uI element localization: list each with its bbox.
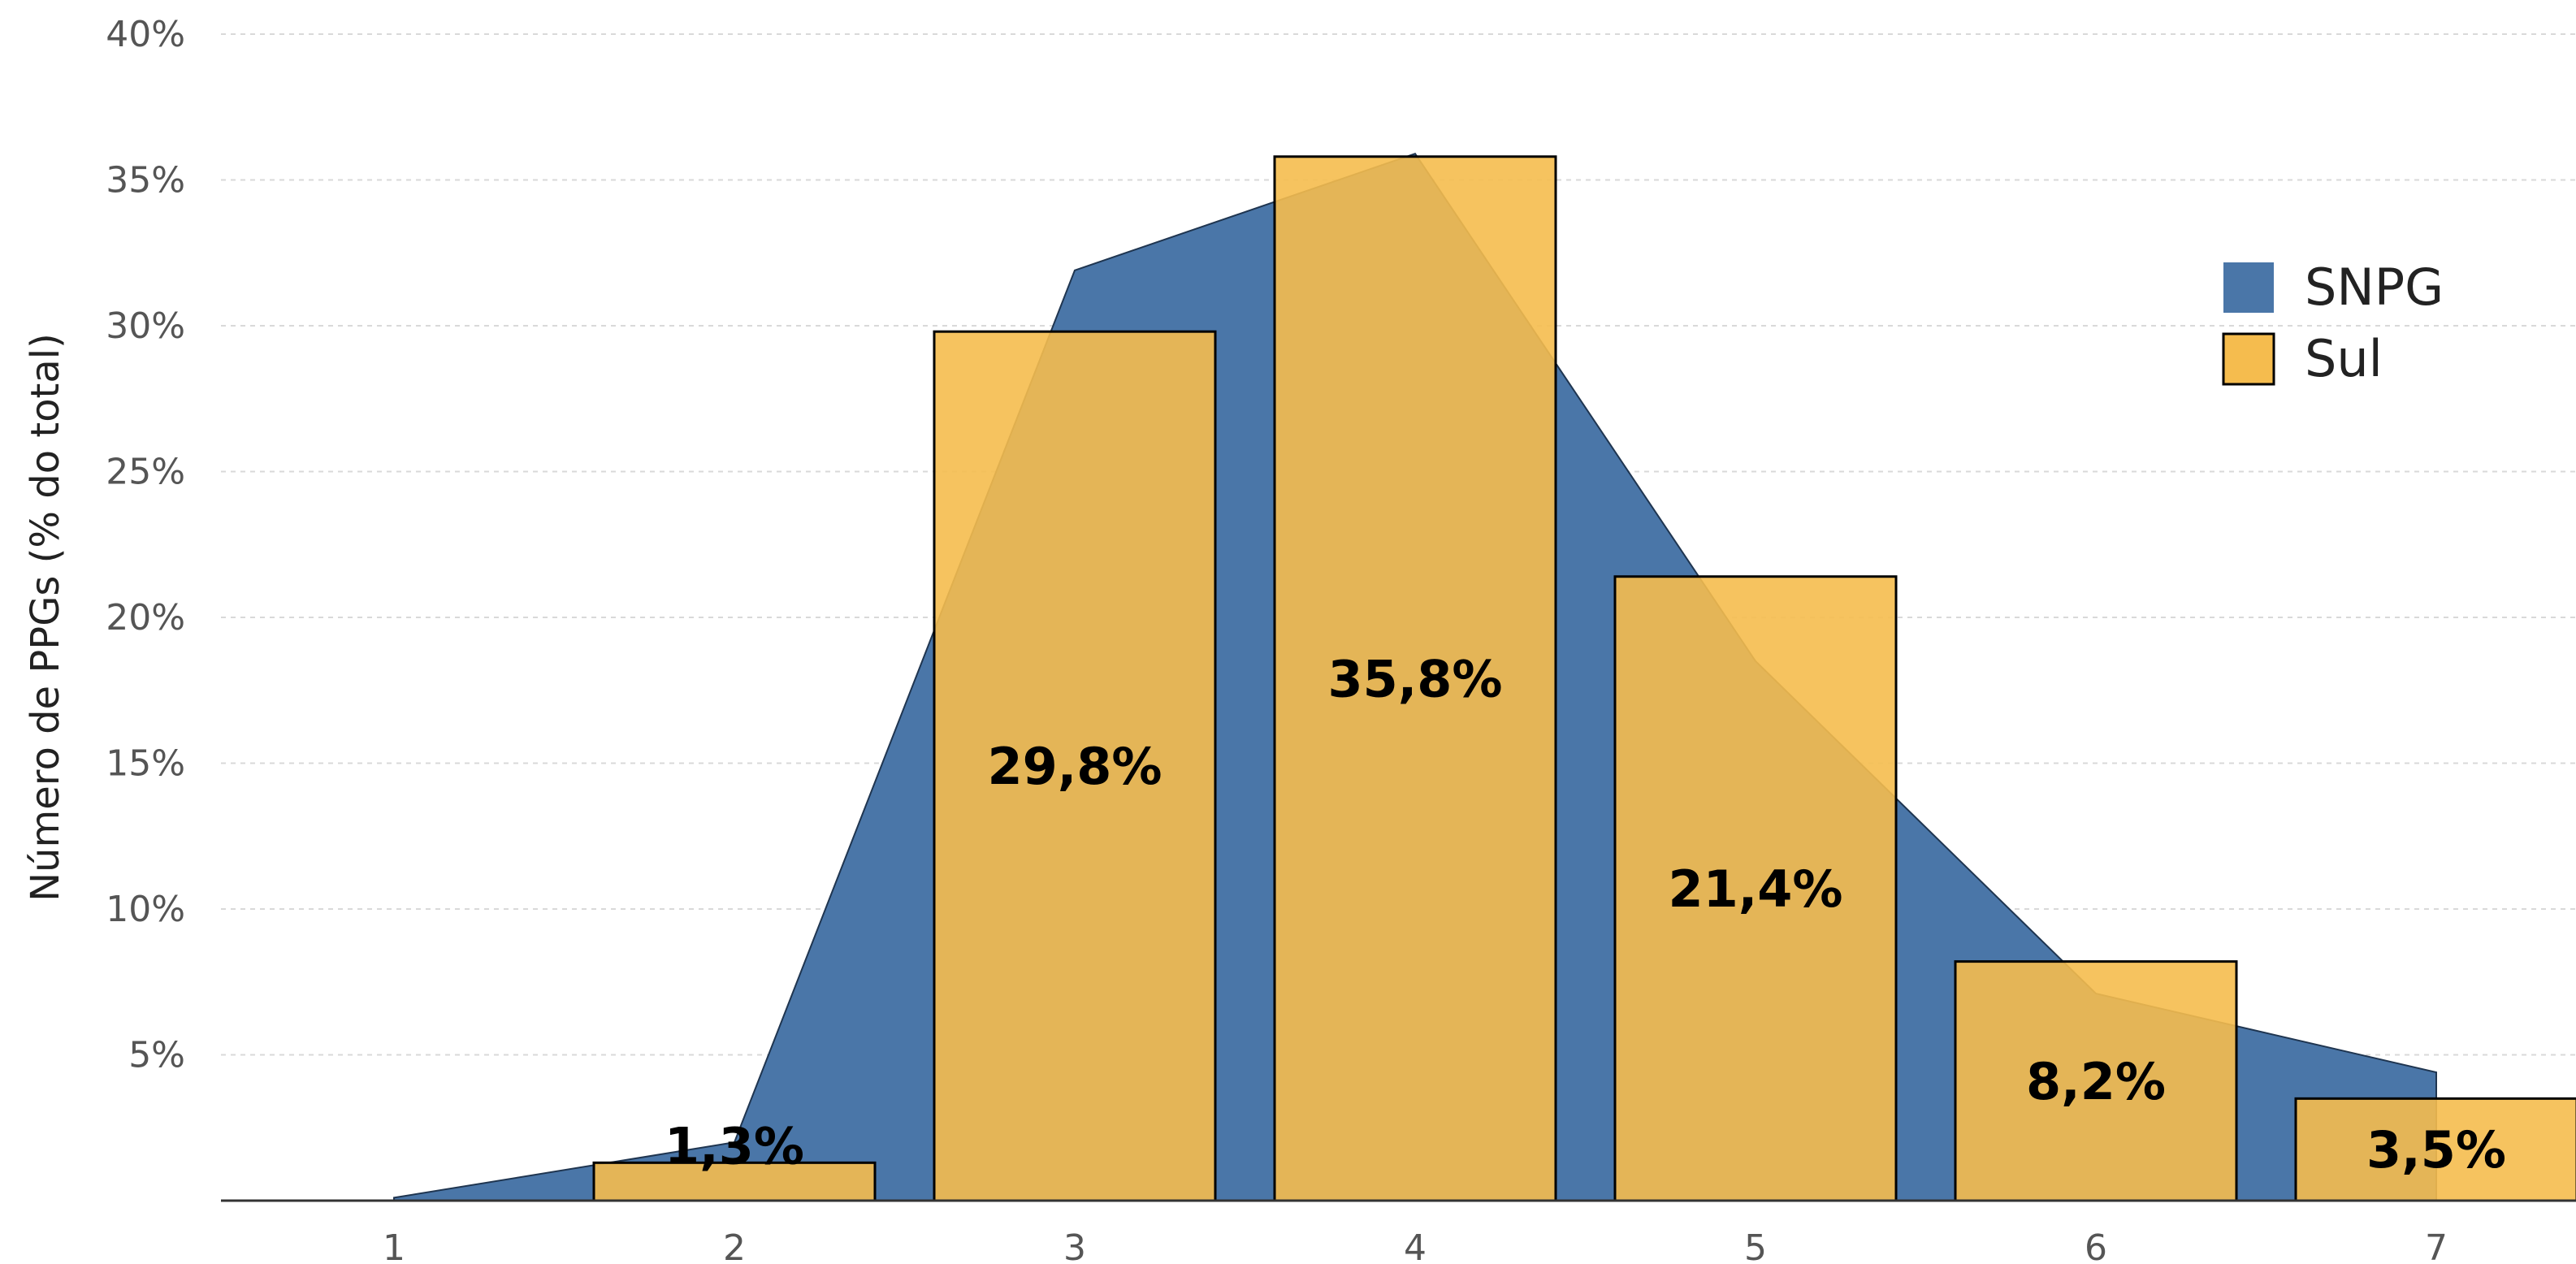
x-axis-ticks: 1 2 3 4 5 6 7 (383, 1227, 2448, 1264)
data-label: 3,5% (2366, 1120, 2506, 1180)
y-axis-ticks: 5% 10% 15% 20% 25% 30% 35% 40% (106, 14, 185, 1076)
y-tick-label: 30% (106, 305, 185, 347)
y-axis-label: Número de PPGs (% do total) (23, 333, 68, 902)
y-tick-label: 25% (106, 452, 185, 493)
data-label: 8,2% (2026, 1052, 2166, 1111)
data-label: 29,8% (987, 737, 1162, 796)
y-tick-label: 20% (106, 597, 185, 638)
sul-bar (2294, 1097, 2576, 1202)
legend-label-snpg: SNPG (2305, 258, 2444, 317)
sul-bar-layer (592, 155, 2576, 1202)
y-tick-label: 5% (128, 1035, 185, 1076)
sul-bar (1273, 155, 1557, 1202)
x-tick-label: 6 (2085, 1227, 2107, 1264)
x-tick-label: 1 (383, 1227, 405, 1264)
y-tick-label: 10% (106, 889, 185, 930)
legend-swatch-snpg (2223, 262, 2274, 313)
legend: SNPG Sul (2222, 258, 2444, 388)
x-tick-label: 7 (2425, 1227, 2448, 1264)
data-label: 1,3% (665, 1116, 804, 1175)
sul-bar (592, 1161, 877, 1202)
x-tick-label: 5 (1744, 1227, 1767, 1264)
data-labels: 1,3% 29,8% 35,8% 21,4% 8,2% 3,5% (665, 649, 2506, 1180)
x-tick-label: 2 (723, 1227, 746, 1264)
legend-label-sul: Sul (2305, 329, 2383, 388)
x-tick-label: 3 (1063, 1227, 1086, 1264)
sul-bar (933, 330, 1217, 1202)
legend-swatch-sul (2222, 332, 2275, 386)
y-tick-label: 35% (106, 160, 185, 201)
x-tick-label: 4 (1404, 1227, 1427, 1264)
y-tick-label: 15% (106, 743, 185, 785)
gridlines (221, 33, 2576, 1056)
y-tick-label: 40% (106, 14, 185, 55)
data-label: 35,8% (1327, 649, 1502, 708)
data-label: 21,4% (1668, 859, 1842, 919)
